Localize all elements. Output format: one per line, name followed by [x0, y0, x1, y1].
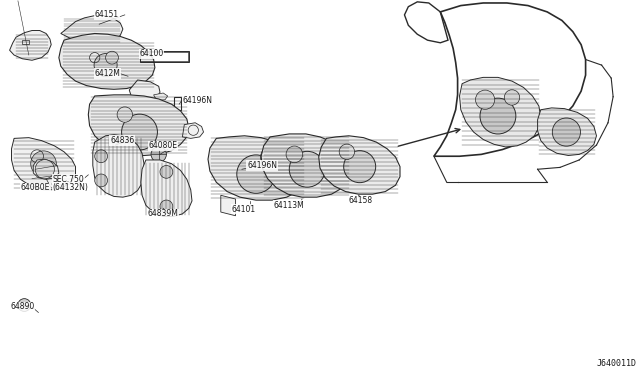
Circle shape [504, 90, 520, 105]
Circle shape [286, 146, 303, 163]
Circle shape [480, 98, 516, 134]
Polygon shape [93, 135, 144, 197]
Text: 64890: 64890 [10, 302, 35, 311]
Circle shape [94, 54, 117, 77]
Polygon shape [129, 80, 160, 100]
Polygon shape [460, 77, 541, 147]
Polygon shape [141, 160, 192, 217]
Text: 64151: 64151 [95, 10, 119, 19]
Polygon shape [538, 108, 596, 155]
Text: 64836: 64836 [110, 136, 134, 145]
Polygon shape [12, 138, 76, 190]
Text: 64839M: 64839M [147, 209, 178, 218]
Polygon shape [182, 123, 204, 138]
Circle shape [18, 299, 31, 311]
Polygon shape [154, 93, 168, 100]
Circle shape [339, 144, 355, 160]
Polygon shape [261, 134, 351, 197]
Circle shape [117, 107, 132, 122]
Circle shape [237, 155, 275, 193]
Text: 6412M: 6412M [95, 69, 120, 78]
Circle shape [160, 166, 173, 178]
Polygon shape [208, 136, 306, 200]
Polygon shape [88, 95, 189, 155]
Text: 64196N: 64196N [182, 96, 212, 105]
Circle shape [95, 150, 108, 163]
Text: SEC.750: SEC.750 [52, 175, 84, 184]
Circle shape [476, 90, 495, 109]
Text: 64100: 64100 [140, 49, 164, 58]
Text: 64196N: 64196N [247, 161, 277, 170]
Text: 64080E: 64080E [148, 141, 177, 150]
Circle shape [552, 118, 580, 146]
Circle shape [344, 151, 376, 183]
Polygon shape [344, 166, 364, 179]
Text: 64113M: 64113M [274, 201, 305, 210]
Circle shape [260, 147, 280, 167]
Polygon shape [61, 16, 123, 44]
Polygon shape [33, 159, 59, 179]
Circle shape [151, 147, 166, 162]
Text: J640011D: J640011D [596, 359, 637, 368]
Circle shape [35, 160, 54, 179]
Text: 64101: 64101 [232, 205, 256, 214]
Text: (64132N): (64132N) [52, 183, 88, 192]
Polygon shape [10, 31, 51, 60]
Circle shape [31, 151, 56, 176]
Circle shape [106, 51, 118, 64]
Polygon shape [319, 136, 400, 194]
Circle shape [95, 174, 108, 187]
Text: 640B0E: 640B0E [20, 183, 50, 192]
Circle shape [289, 151, 325, 187]
Polygon shape [294, 169, 317, 183]
Polygon shape [59, 33, 155, 89]
Polygon shape [221, 195, 236, 216]
Circle shape [122, 114, 157, 150]
Circle shape [160, 200, 173, 213]
Text: 64158: 64158 [349, 196, 373, 205]
